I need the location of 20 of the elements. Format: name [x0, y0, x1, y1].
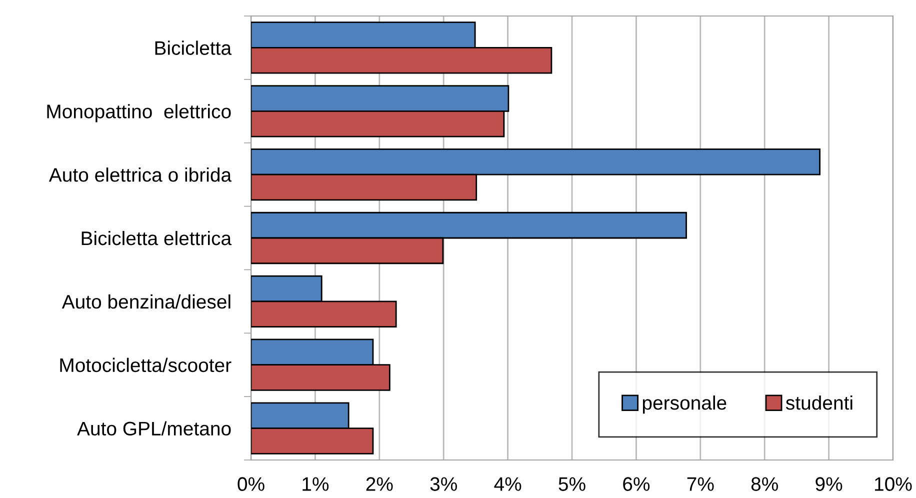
y-tick-label: Bicicletta elettrica: [82, 230, 232, 246]
y-tick-label: Motocicletta/scooter: [60, 358, 232, 372]
x-tick-label: 9%: [816, 477, 842, 491]
legend-label: personale: [642, 396, 726, 414]
y-tick-label: Auto GPL/metano: [77, 421, 231, 436]
x-tick-label: 6%: [623, 477, 650, 491]
x-tick-label: 0%: [238, 477, 264, 491]
y-tick-label: Monopattino elettrico: [47, 104, 231, 122]
y-tick-label: Bicicletta: [155, 40, 232, 55]
y-tick-label: Auto elettrica o ibrida: [48, 168, 232, 182]
x-tick-label: 7%: [687, 477, 714, 491]
x-tick-label: 2%: [366, 477, 393, 491]
y-tick-label: Auto benzina/diesel: [62, 294, 230, 309]
x-tick-label: 10%: [875, 477, 912, 491]
x-tick-label: 1%: [302, 477, 329, 491]
x-tick-label: 8%: [751, 477, 778, 491]
x-tick-label: 5%: [558, 477, 586, 491]
legend-label: studenti: [786, 396, 852, 410]
x-tick-label: 3%: [430, 477, 457, 491]
x-tick-label: 4%: [494, 477, 522, 491]
